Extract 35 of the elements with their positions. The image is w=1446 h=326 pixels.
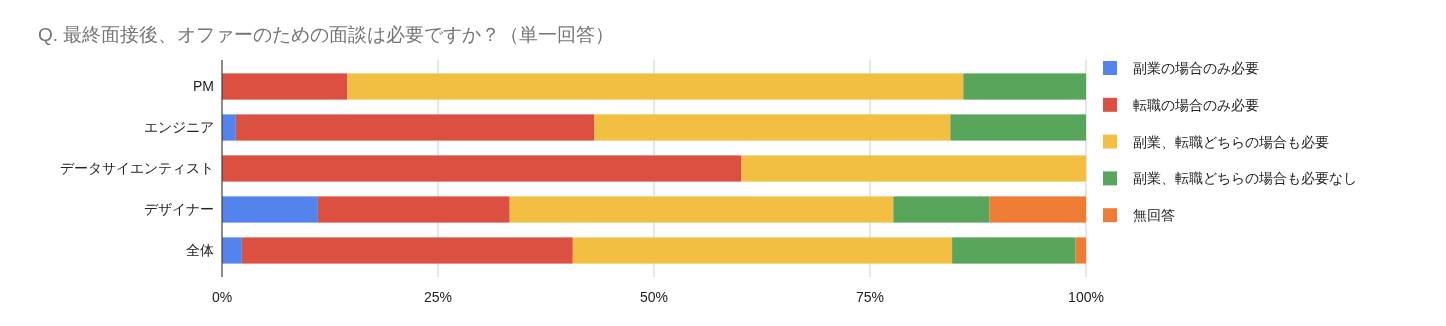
- x-tick-label: 75%: [855, 289, 885, 305]
- bar: [241, 237, 573, 264]
- bar: [594, 114, 951, 141]
- bar: [235, 114, 595, 141]
- bar: [893, 196, 990, 223]
- bar: [952, 237, 1076, 264]
- bar: [1075, 237, 1086, 264]
- bar: [317, 196, 510, 223]
- y-tick-label: データサイエンティスト: [60, 160, 214, 177]
- y-tick-label: デザイナー: [144, 201, 214, 218]
- legend-label: 副業、転職どちらの場合も必要なし: [1133, 170, 1357, 187]
- bar: [950, 114, 1086, 141]
- bar: [509, 196, 894, 223]
- y-tick-label: PM: [193, 78, 214, 95]
- bar: [222, 73, 348, 100]
- legend-label: 無回答: [1133, 207, 1175, 224]
- x-tick-label: 50%: [639, 289, 669, 305]
- x-tick-label: 25%: [423, 289, 453, 305]
- legend-label: 転職の場合のみ必要: [1133, 96, 1259, 113]
- legend-label: 副業、転職どちらの場合も必要: [1133, 133, 1329, 150]
- bar: [222, 155, 742, 182]
- legend-label: 副業の場合のみ必要: [1133, 59, 1259, 76]
- y-tick-label: エンジニア: [144, 119, 214, 136]
- y-tick-label: 全体: [186, 242, 214, 259]
- bar: [963, 73, 1086, 100]
- x-tick-label: 100%: [1068, 289, 1104, 305]
- bar: [741, 155, 1086, 182]
- bar: [222, 237, 242, 264]
- chart-title: Q. 最終面接後、オファーのための面談は必要ですか？（単一回答）: [38, 24, 615, 45]
- bar: [572, 237, 953, 264]
- bar: [347, 73, 964, 100]
- bar: [222, 114, 236, 141]
- x-tick-label: 0%: [211, 289, 233, 305]
- bar: [989, 196, 1086, 223]
- bar: [222, 196, 318, 223]
